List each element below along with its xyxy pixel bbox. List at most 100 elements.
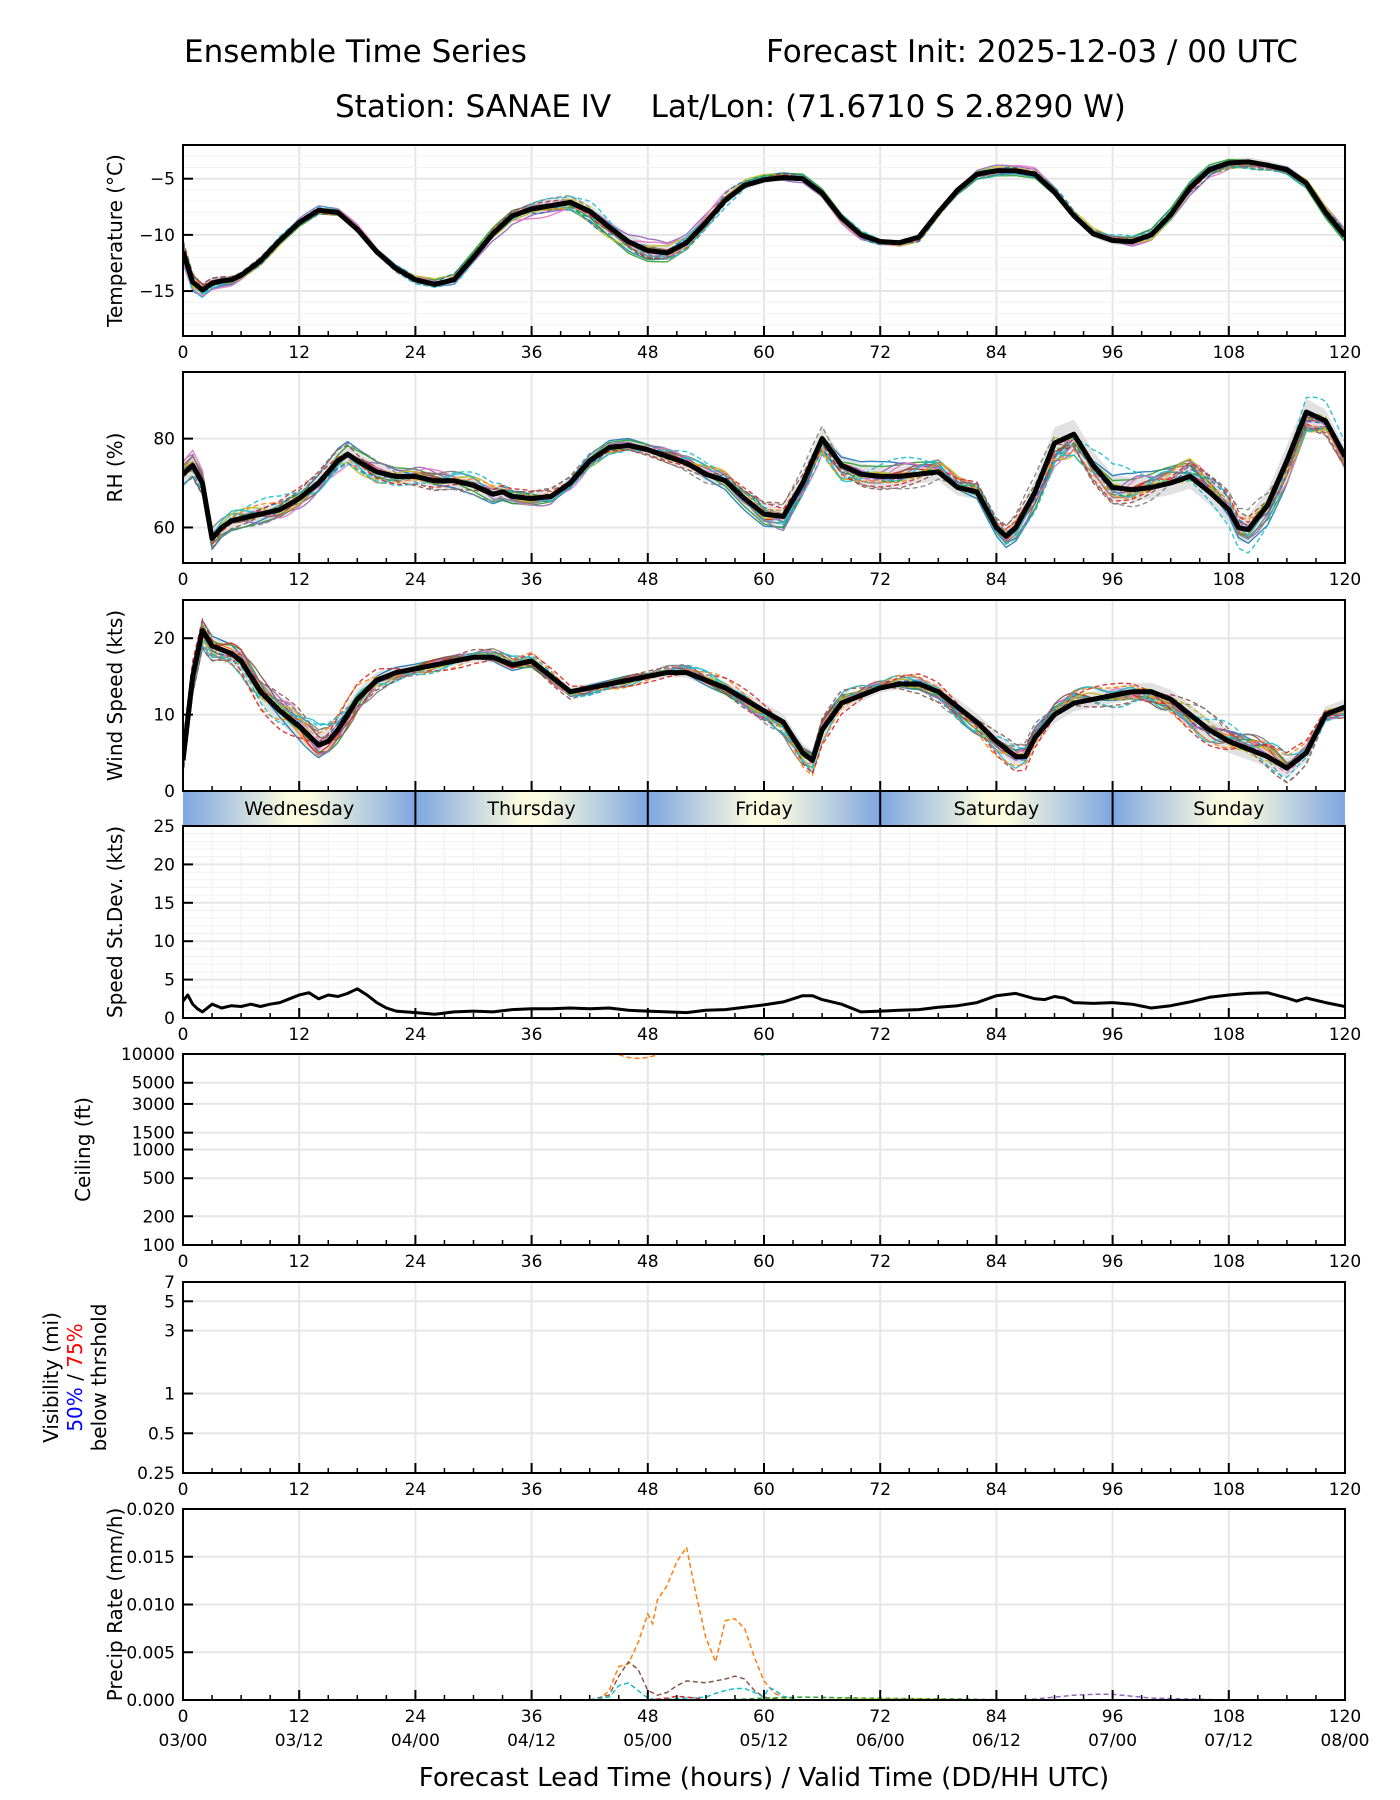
x-tick-label: 72 <box>869 343 891 363</box>
x-tick-label: 120 <box>1329 1025 1361 1045</box>
chart-subtitle: Station: SANAE IV Lat/Lon: (71.6710 S 2.… <box>335 89 1126 125</box>
x-tick-label: 60 <box>753 343 775 363</box>
x-tick-label: 72 <box>869 1252 891 1272</box>
x-tick-label: 60 <box>753 1025 775 1045</box>
x-tick-label: 84 <box>986 1252 1008 1272</box>
valid-time-label: 06/12 <box>972 1731 1021 1751</box>
y-tick-label: 80 <box>153 430 175 450</box>
x-tick-label: 120 <box>1329 570 1361 590</box>
y-axis-label: Visibility (mi) <box>39 1312 63 1443</box>
ensemble-member-line <box>183 634 1345 771</box>
y-tick-label: 5000 <box>132 1074 175 1094</box>
vis-sep: / <box>63 1368 87 1387</box>
x-tick-label: 108 <box>1213 1252 1245 1272</box>
day-label: Thursday <box>486 798 575 820</box>
y-tick-label: 0.5 <box>148 1424 175 1444</box>
x-tick-label: 36 <box>521 1025 543 1045</box>
y-tick-label: 15 <box>153 894 175 914</box>
x-tick-label: 0 <box>178 1025 189 1045</box>
valid-time-label: 05/12 <box>740 1731 789 1751</box>
member-trace <box>589 1545 794 1700</box>
x-tick-label: 108 <box>1213 1025 1245 1045</box>
x-tick-label: 84 <box>986 1025 1008 1045</box>
y-tick-label: 0 <box>164 1009 175 1029</box>
panel-precip: 0.000 0.005 0.010 0.015 0.020 0 03/00 12 03/12 24… <box>103 1500 1370 1751</box>
y-tick-label: 10 <box>153 706 175 726</box>
valid-time-label: 07/00 <box>1088 1731 1137 1751</box>
y-tick-label: 0.010 <box>126 1596 175 1616</box>
x-tick-label: 12 <box>288 1252 310 1272</box>
ensemble-member-line <box>183 428 1345 546</box>
y-tick-label: 10 <box>153 932 175 952</box>
y-tick-label: 500 <box>143 1169 175 1189</box>
x-tick-label: 108 <box>1213 570 1245 590</box>
x-tick-label: 120 <box>1329 343 1361 363</box>
y-tick-label: 10000 <box>121 1045 175 1065</box>
ensemble-member-line <box>183 396 1345 554</box>
y-tick-label: 3 <box>164 1322 175 1342</box>
x-tick-label: 60 <box>753 1480 775 1500</box>
x-tick-label: 36 <box>521 1480 543 1500</box>
valid-time-label: 06/00 <box>856 1731 905 1751</box>
x-tick-label: 48 <box>637 570 659 590</box>
day-band-segment <box>647 792 881 825</box>
member-trace <box>618 1054 658 1060</box>
y-tick-label: 1500 <box>132 1124 175 1144</box>
y-tick-label: 0.25 <box>137 1464 175 1484</box>
panel-rh: 60 80 0 12 24 36 48 60 72 84 96 108 120 RH (%) <box>103 371 1361 590</box>
y-tick-label: 0.000 <box>126 1691 175 1711</box>
x-tick-label: 36 <box>521 570 543 590</box>
panel-visibility: 0.25 0.5 1 3 57 0 12 24 36 48 60 72 84 96 108 120 Visibi… <box>39 1273 1361 1500</box>
x-tick-label: 12 <box>288 1707 310 1727</box>
x-tick-label: 108 <box>1213 343 1245 363</box>
plot-area-rh <box>183 396 1345 554</box>
x-tick-label: 24 <box>405 1480 427 1500</box>
x-axis-label: Forecast Lead Time (hours) / Valid Time … <box>419 1763 1109 1793</box>
x-tick-label: 36 <box>521 343 543 363</box>
valid-time-label: 05/00 <box>623 1731 672 1751</box>
valid-time-label: 04/00 <box>391 1731 440 1751</box>
y-tick-label: 200 <box>143 1207 175 1227</box>
x-tick-label: 48 <box>637 343 659 363</box>
x-tick-label: 0 <box>178 1252 189 1272</box>
y-tick-label: 3000 <box>132 1095 175 1115</box>
ensemble-member-line <box>183 424 1345 550</box>
panel-temperature: −15 −10 −5 0 12 24 36 48 60 72 84 96 108 120 Temperatu… <box>103 144 1361 363</box>
y-tick-label: 0.015 <box>126 1548 175 1568</box>
ensemble-spread-band <box>183 398 1345 547</box>
y-tick-label: 20 <box>153 855 175 875</box>
y-tick-label: 25 <box>153 817 175 837</box>
y-tick-label: 7 <box>164 1273 175 1293</box>
member-trace <box>589 1660 784 1700</box>
day-band-segment <box>183 792 416 825</box>
valid-time-label: 03/00 <box>159 1731 208 1751</box>
day-label: Wednesday <box>244 798 354 820</box>
x-tick-label: 48 <box>637 1252 659 1272</box>
x-tick-label: 96 <box>1102 1252 1124 1272</box>
x-tick-label: 72 <box>869 570 891 590</box>
x-tick-label: 0 <box>178 1480 189 1500</box>
day-band-segment <box>1112 792 1345 825</box>
ensemble-member-line <box>183 631 1345 777</box>
x-tick-label: 24 <box>405 570 427 590</box>
y-axis-label: Ceiling (ft) <box>71 1097 95 1202</box>
plot-area-temperature <box>183 157 1345 298</box>
x-tick-label: 96 <box>1102 1480 1124 1500</box>
member-trace <box>589 1681 803 1700</box>
y-tick-label: 0.020 <box>126 1500 175 1520</box>
day-label: Friday <box>735 798 793 820</box>
valid-time-label: 07/12 <box>1204 1731 1253 1751</box>
x-tick-label: 12 <box>288 1025 310 1045</box>
chart-title-left: Ensemble Time Series <box>184 34 527 70</box>
plot-area-speed_stdev <box>183 987 1345 1016</box>
x-tick-label: 120 <box>1329 1480 1361 1500</box>
x-tick-label: 96 <box>1102 343 1124 363</box>
chart-title-right: Forecast Init: 2025-12-03 / 00 UTC <box>766 34 1298 70</box>
panel-speed_stdev: 0 5 10 15 20 25 0 12 24 36 48 60 72 84 96 108 120 Speed S… <box>103 817 1361 1045</box>
x-tick-label: 48 <box>637 1480 659 1500</box>
y-tick-label: 20 <box>153 629 175 649</box>
valid-time-label: 08/00 <box>1321 1731 1370 1751</box>
y-tick-label: −10 <box>139 226 175 246</box>
y-tick-label: 5 <box>164 1292 175 1312</box>
panel-wind_speed: 0 10 20 Wind Speed (kts) <box>103 599 1346 802</box>
